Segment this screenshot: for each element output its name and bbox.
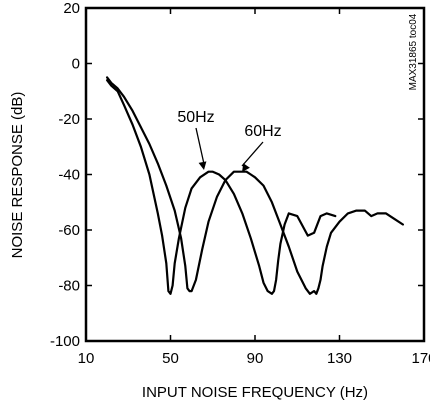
x-tick-label: 130 [327, 350, 352, 367]
y-tick-labels: 20 0 -20 -40 -60 -80 -100 [50, 0, 80, 350]
y-tick-label: -40 [58, 167, 80, 184]
annotation-arrow-line [195, 127, 205, 165]
series-line-60hz [105, 76, 404, 295]
annotations-group: 50Hz 60Hz [175, 108, 284, 172]
tick-marks [85, 7, 425, 342]
series-group [105, 76, 404, 295]
annotation-background [242, 122, 284, 140]
annotation-arrow-head [198, 161, 207, 170]
y-tick-label: -60 [58, 222, 80, 239]
x-tick-label: 170 [411, 350, 430, 367]
x-tick-labels: 10 50 90 130 170 [78, 350, 430, 367]
plot-frame [84, 6, 426, 343]
annotation-arrow-head [242, 163, 250, 172]
y-tick-label: -80 [58, 278, 80, 295]
y-axis-title: NOISE RESPONSE (dB) [9, 92, 26, 259]
y-tick-label: 0 [72, 56, 80, 73]
annotation-50hz: 50Hz [177, 109, 214, 126]
figure-code-watermark: MAX31865 toc04 [408, 13, 419, 90]
x-tick-label: 10 [78, 350, 95, 367]
y-tick-label: 20 [63, 0, 80, 17]
x-tick-label: 90 [247, 350, 264, 367]
y-tick-label: -20 [58, 111, 80, 128]
annotation-background [175, 108, 217, 126]
y-tick-label: -100 [50, 333, 80, 350]
series-line-50hz [105, 79, 337, 295]
x-tick-label: 50 [162, 350, 179, 367]
annotation-60hz: 60Hz [244, 123, 281, 140]
x-axis-title: INPUT NOISE FREQUENCY (Hz) [142, 384, 368, 401]
annotation-arrow-line [241, 141, 264, 167]
